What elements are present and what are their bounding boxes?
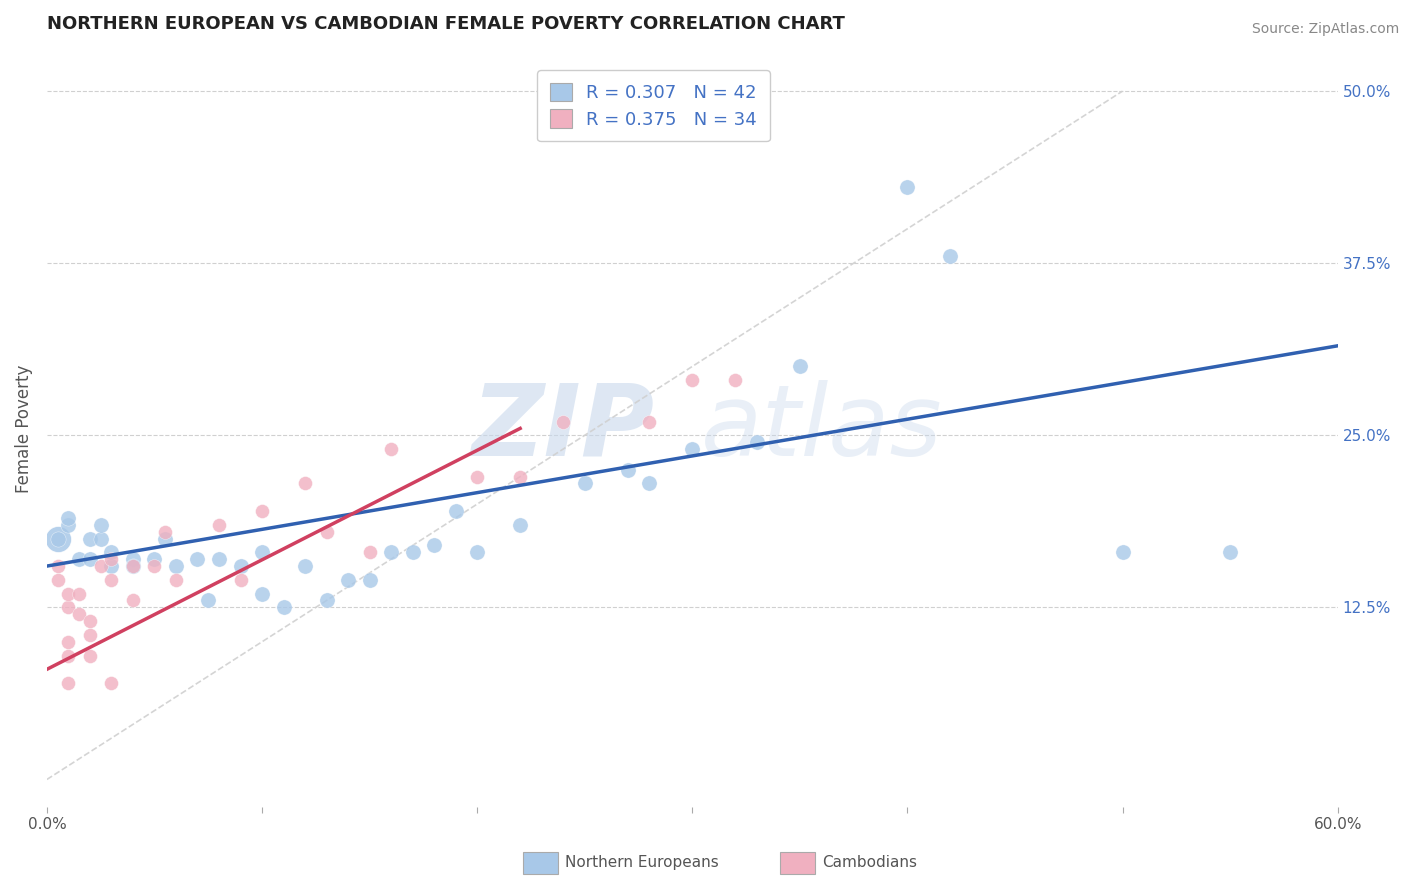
Point [155,524,177,539]
Point [155,532,177,546]
Point [359,573,381,587]
Point [79,614,101,628]
Point [100,676,122,690]
Point [58,676,80,690]
Point [509,517,531,532]
Point [250,504,273,518]
Point [46,573,69,587]
Point [58,586,80,600]
Text: Source: ZipAtlas.com: Source: ZipAtlas.com [1251,22,1399,37]
Point [122,559,145,574]
Text: Cambodians: Cambodians [823,855,918,870]
Point [444,504,467,518]
Point [90,532,112,546]
Point [574,476,596,491]
Point [79,628,101,642]
Point [208,552,231,566]
Text: atlas: atlas [700,380,942,477]
Point [359,545,381,559]
Point [46,532,69,546]
Point [745,435,768,450]
Point [122,552,145,566]
Point [616,463,638,477]
Point [896,180,918,194]
Point [638,476,661,491]
Point [79,552,101,566]
Point [380,545,402,559]
Point [294,476,316,491]
Point [380,442,402,456]
Point [100,545,122,559]
Point [186,552,208,566]
Point [681,442,703,456]
Point [553,415,575,429]
Point [90,517,112,532]
Point [273,600,295,615]
Point [401,545,423,559]
Point [250,586,273,600]
Point [67,586,90,600]
Point [165,559,187,574]
Point [1219,545,1241,559]
Point [229,559,252,574]
Point [294,559,316,574]
Point [58,634,80,648]
Point [143,559,166,574]
Legend: R = 0.307   N = 42, R = 0.375   N = 34: R = 0.307 N = 42, R = 0.375 N = 34 [537,70,769,142]
Point [250,545,273,559]
Point [67,552,90,566]
Point [509,469,531,483]
Text: ZIP: ZIP [471,380,655,477]
Point [465,545,488,559]
Point [100,559,122,574]
Point [79,648,101,663]
Point [315,524,337,539]
Point [143,552,166,566]
Point [122,559,145,574]
Point [197,593,219,607]
Point [315,593,337,607]
Point [724,373,747,387]
Point [208,517,231,532]
Point [46,559,69,574]
Y-axis label: Female Poverty: Female Poverty [15,364,32,492]
Point [46,532,69,546]
Point [638,415,661,429]
Point [165,573,187,587]
Text: Northern Europeans: Northern Europeans [565,855,718,870]
Point [90,559,112,574]
Point [58,600,80,615]
Point [423,538,446,552]
Point [229,573,252,587]
Point [79,532,101,546]
Point [465,469,488,483]
Point [100,573,122,587]
Point [67,607,90,622]
Point [58,517,80,532]
Point [337,573,360,587]
Point [122,593,145,607]
Point [1111,545,1133,559]
Point [58,648,80,663]
Point [58,511,80,525]
Text: NORTHERN EUROPEAN VS CAMBODIAN FEMALE POVERTY CORRELATION CHART: NORTHERN EUROPEAN VS CAMBODIAN FEMALE PO… [46,15,845,33]
Point [789,359,811,374]
Point [681,373,703,387]
Point [100,552,122,566]
Point [939,249,962,263]
